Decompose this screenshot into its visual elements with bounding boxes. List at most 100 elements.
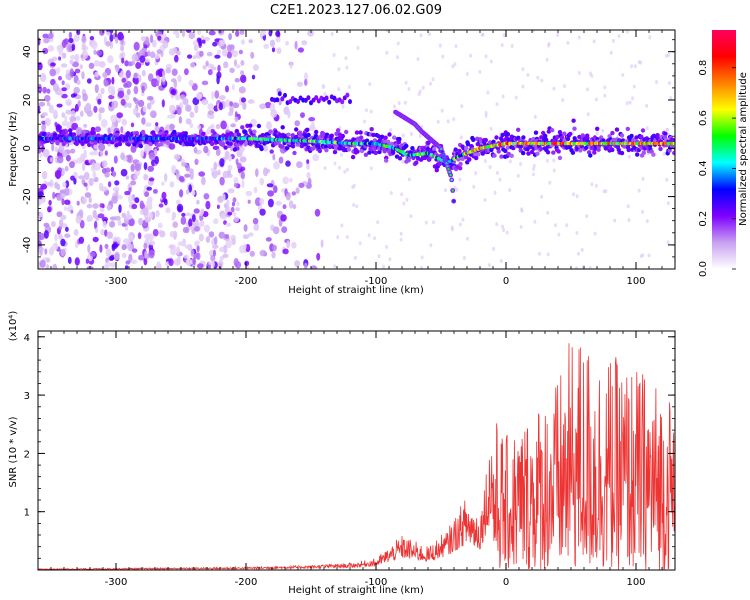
noise-cell <box>121 244 127 251</box>
line-cell <box>236 132 242 137</box>
noise-cell <box>267 198 274 208</box>
noise-cell <box>39 153 43 158</box>
noise-cell <box>396 41 400 46</box>
noise-cell <box>631 96 635 101</box>
noise-cell <box>153 53 161 60</box>
noise-cell <box>111 100 119 109</box>
noise-cell <box>69 116 76 122</box>
noise-cell <box>641 209 645 214</box>
noise-cell <box>531 30 535 33</box>
line-cell <box>172 129 177 135</box>
noise-cell <box>588 71 592 76</box>
line-cell <box>389 141 395 146</box>
line-cell <box>355 149 360 154</box>
noise-cell <box>198 233 204 242</box>
line-cell <box>453 147 458 152</box>
line-cell <box>259 146 264 152</box>
noise-cell <box>130 259 138 265</box>
noise-cell <box>75 115 81 122</box>
noise-cell <box>222 193 226 202</box>
noise-cell <box>105 257 109 264</box>
noise-cell <box>225 222 232 227</box>
noise-cell <box>226 199 230 206</box>
noise-cell <box>54 169 62 179</box>
noise-cell <box>120 168 128 177</box>
noise-cell <box>81 42 86 51</box>
noise-cell <box>465 72 469 76</box>
noise-cell <box>238 86 246 94</box>
noise-cell <box>416 57 420 61</box>
noise-cell <box>140 36 146 42</box>
line-cell <box>456 157 461 162</box>
line-cell <box>397 156 403 161</box>
noise-cell <box>655 80 658 84</box>
noise-cell <box>38 233 42 242</box>
noise-cell <box>611 38 615 43</box>
noise-cell <box>440 108 444 113</box>
noise-cell <box>124 190 131 196</box>
noise-cell <box>226 44 232 52</box>
noise-cell <box>236 162 242 170</box>
noise-cell <box>104 243 109 249</box>
noise-cell <box>546 252 550 257</box>
noise-cell <box>159 230 166 238</box>
line-cell <box>467 157 472 162</box>
x-tick-label: -100 <box>365 577 388 588</box>
noise-cell <box>120 45 125 52</box>
noise-cell <box>641 176 645 181</box>
line-cell <box>383 135 388 140</box>
band-cell <box>277 91 282 97</box>
noise-cell <box>188 31 196 40</box>
noise-cell <box>492 246 496 251</box>
noise-cell <box>540 78 544 83</box>
noise-cell <box>230 123 237 128</box>
noise-cell <box>294 260 300 268</box>
noise-cell <box>99 203 104 208</box>
noise-cell <box>72 61 79 68</box>
line-cell <box>209 141 215 147</box>
noise-cell <box>577 251 580 256</box>
line-cell <box>538 146 544 151</box>
noise-cell <box>601 128 605 133</box>
noise-cell <box>58 233 63 240</box>
noise-cell <box>484 111 488 115</box>
line-cell <box>392 135 397 140</box>
noise-cell <box>459 135 463 140</box>
noise-cell <box>401 159 405 164</box>
noise-cell <box>143 44 148 49</box>
noise-cell <box>275 30 280 37</box>
noise-cell <box>130 144 137 153</box>
noise-cell <box>396 55 399 60</box>
noise-cell <box>158 203 164 208</box>
noise-cell <box>226 51 233 59</box>
line-cell <box>344 129 349 135</box>
noise-cell <box>42 86 47 94</box>
noise-cell <box>547 41 551 46</box>
noise-cell <box>259 249 267 257</box>
noise-cell <box>111 243 118 249</box>
x-tick-label: -300 <box>105 577 128 588</box>
noise-cell <box>48 32 54 40</box>
noise-cell <box>141 69 146 77</box>
noise-cell <box>266 183 274 188</box>
noise-cell <box>143 242 148 250</box>
noise-cell <box>385 244 389 249</box>
line-cell <box>673 146 675 152</box>
noise-cell <box>385 30 389 33</box>
noise-cell <box>519 224 523 229</box>
noise-cell <box>314 208 321 217</box>
spectrogram-y-axis-label: Frequency (Hz) <box>8 111 19 187</box>
line-cell <box>629 133 634 139</box>
noise-cell <box>88 177 94 187</box>
x-tick-label: -200 <box>235 577 258 588</box>
line-cell <box>640 128 646 133</box>
line-cell <box>651 152 656 157</box>
noise-cell <box>63 206 68 211</box>
noise-cell <box>557 232 561 237</box>
noise-cell <box>625 30 629 34</box>
noise-cell <box>483 159 487 163</box>
line-cell <box>335 128 341 133</box>
noise-cell <box>41 170 48 180</box>
noise-cell <box>458 222 462 227</box>
line-cell <box>545 150 551 155</box>
